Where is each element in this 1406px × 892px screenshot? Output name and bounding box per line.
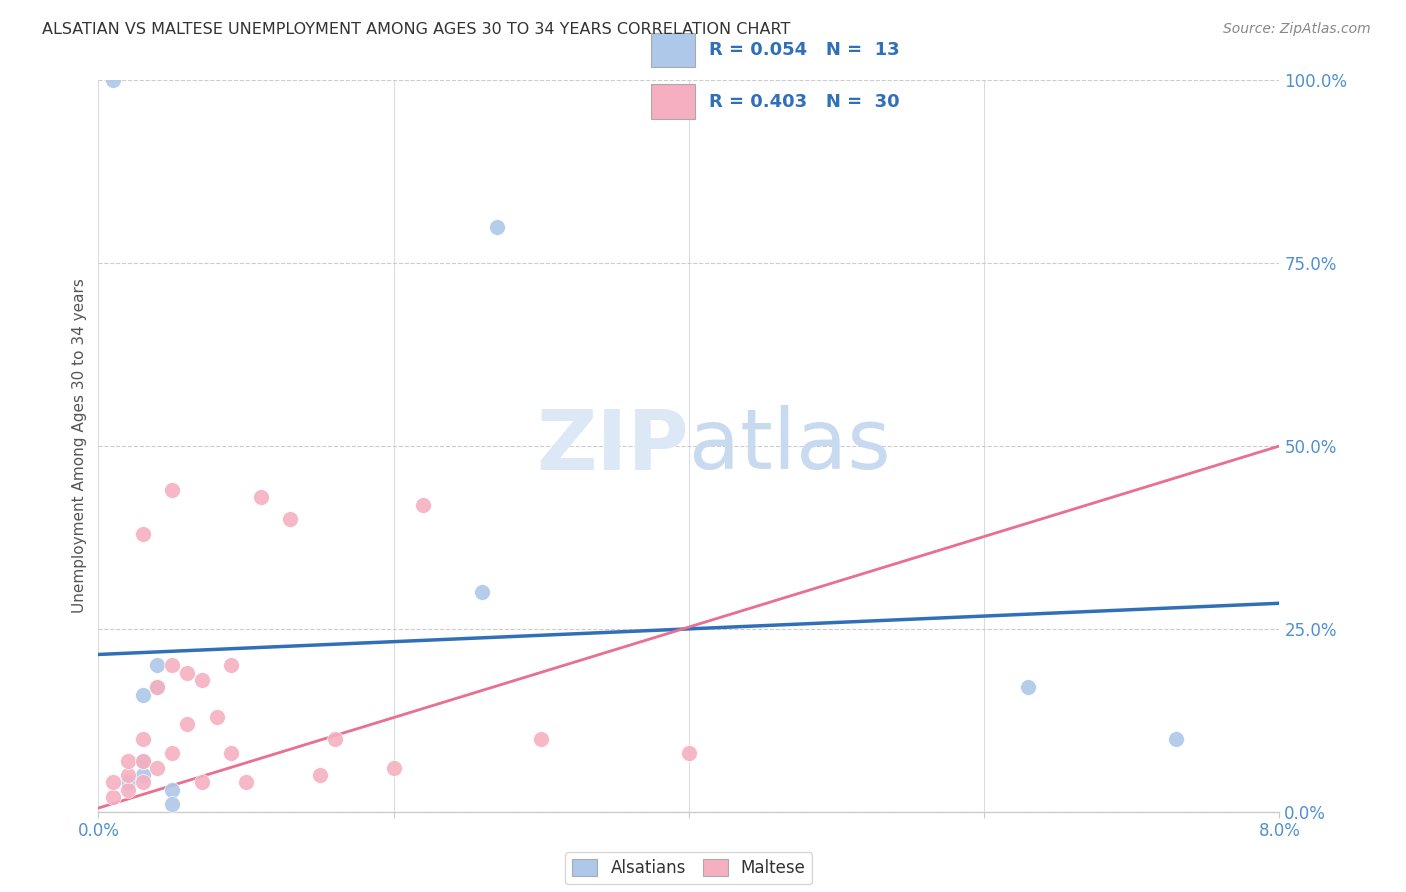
Point bbox=[146, 658, 169, 673]
Point bbox=[103, 73, 125, 87]
Point bbox=[219, 746, 242, 760]
Point bbox=[176, 665, 198, 680]
Text: ZIP: ZIP bbox=[537, 406, 689, 486]
Point bbox=[382, 761, 405, 775]
Point bbox=[132, 768, 155, 782]
Point bbox=[103, 775, 125, 789]
Point bbox=[117, 782, 139, 797]
Point bbox=[205, 709, 228, 723]
Point bbox=[117, 754, 139, 768]
Bar bbox=[651, 33, 695, 67]
Text: R = 0.054   N =  13: R = 0.054 N = 13 bbox=[709, 41, 900, 59]
Point bbox=[162, 483, 183, 497]
Point bbox=[412, 498, 434, 512]
Point bbox=[162, 746, 183, 760]
Text: ALSATIAN VS MALTESE UNEMPLOYMENT AMONG AGES 30 TO 34 YEARS CORRELATION CHART: ALSATIAN VS MALTESE UNEMPLOYMENT AMONG A… bbox=[42, 22, 790, 37]
Point bbox=[117, 775, 139, 789]
Point bbox=[1164, 731, 1187, 746]
Point bbox=[235, 775, 257, 789]
Point bbox=[191, 775, 214, 789]
Text: Source: ZipAtlas.com: Source: ZipAtlas.com bbox=[1223, 22, 1371, 37]
Point bbox=[308, 768, 332, 782]
Point bbox=[678, 746, 700, 760]
Point bbox=[219, 658, 242, 673]
Point bbox=[103, 790, 125, 805]
Point bbox=[146, 681, 169, 695]
Legend: Alsatians, Maltese: Alsatians, Maltese bbox=[565, 853, 813, 884]
Text: atlas: atlas bbox=[689, 406, 890, 486]
Point bbox=[471, 585, 494, 599]
Point bbox=[176, 717, 198, 731]
Point bbox=[132, 731, 155, 746]
Text: R = 0.403   N =  30: R = 0.403 N = 30 bbox=[709, 93, 900, 111]
Point bbox=[530, 731, 553, 746]
Point bbox=[146, 761, 169, 775]
Point bbox=[162, 782, 183, 797]
Point bbox=[1017, 681, 1039, 695]
Point bbox=[132, 775, 155, 789]
Point bbox=[146, 681, 169, 695]
Point bbox=[278, 512, 302, 526]
Point bbox=[132, 754, 155, 768]
Point bbox=[485, 219, 508, 234]
Point bbox=[132, 526, 155, 541]
Point bbox=[323, 731, 346, 746]
Point bbox=[250, 490, 273, 504]
Point bbox=[132, 754, 155, 768]
Bar bbox=[651, 85, 695, 119]
Point bbox=[117, 768, 139, 782]
Point bbox=[162, 797, 183, 812]
Y-axis label: Unemployment Among Ages 30 to 34 years: Unemployment Among Ages 30 to 34 years bbox=[72, 278, 87, 614]
Point bbox=[162, 658, 183, 673]
Point bbox=[132, 688, 155, 702]
Point bbox=[191, 673, 214, 687]
